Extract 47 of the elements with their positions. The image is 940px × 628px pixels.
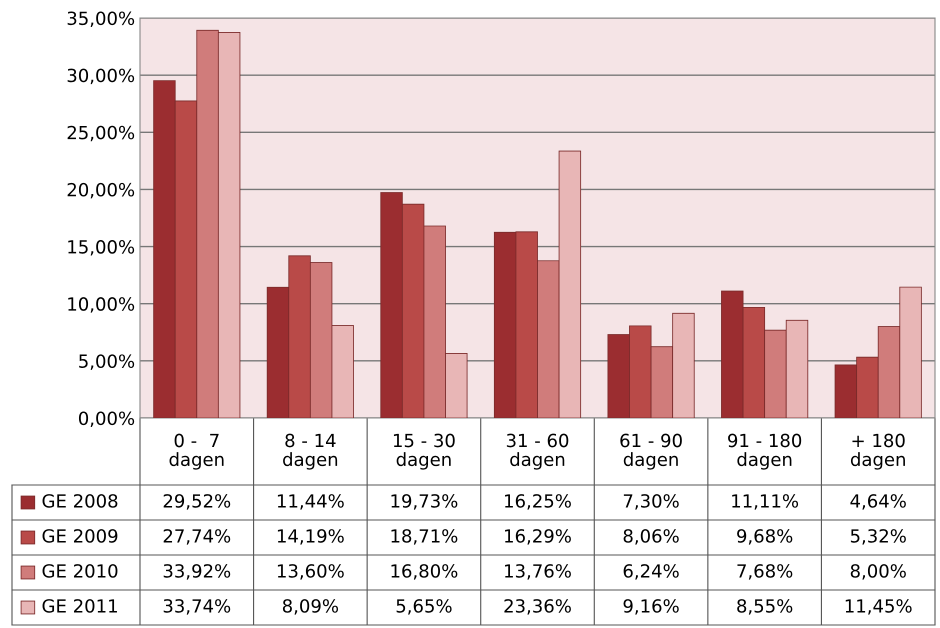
x-tick-label: 8 - 14 dagen (283, 434, 338, 470)
data-label: 19,73% (391, 494, 458, 510)
x-tick-label: 15 - 30 dagen (394, 434, 455, 470)
data-label: 9,68% (737, 529, 792, 545)
data-label: 13,60% (278, 564, 344, 580)
data-label: 16,29% (505, 529, 571, 545)
data-label: 8,06% (624, 529, 679, 545)
data-label: 13,76% (505, 564, 571, 580)
data-label: 29,52% (164, 494, 230, 510)
data-label: 11,45% (846, 599, 912, 615)
data-label: 33,74% (164, 599, 230, 615)
data-label: 33,92% (164, 564, 230, 580)
data-label: 18,71% (391, 529, 458, 545)
legend-label: GE 2008 (42, 494, 118, 508)
x-tick-label: 61 - 90 dagen (620, 434, 682, 470)
data-label: 6,24% (624, 564, 679, 580)
data-label: 8,00% (850, 564, 906, 580)
y-tick-label: 30,00% (68, 68, 134, 84)
y-tick-label: 10,00% (68, 297, 134, 313)
y-tick-label: 5,00% (79, 354, 134, 370)
data-label: 7,30% (624, 494, 679, 510)
legend-label: GE 2010 (42, 564, 118, 578)
x-tick-label: 91 - 180 dagen (728, 434, 802, 470)
data-label: 16,25% (505, 494, 571, 510)
data-label: 5,32% (850, 529, 906, 545)
data-label: 14,19% (278, 529, 344, 545)
x-tick-label: + 180 dagen (850, 434, 905, 470)
data-label: 9,16% (624, 599, 679, 615)
data-label: 23,36% (504, 599, 571, 615)
data-label: 27,74% (164, 529, 230, 545)
data-label: 16,80% (391, 564, 458, 580)
data-label: 8,09% (282, 599, 338, 615)
x-tick-label: 31 - 60 dagen (506, 434, 568, 470)
y-tick-label: 35,00% (68, 11, 134, 27)
y-tick-label: 15,00% (68, 240, 134, 256)
data-label: 4,64% (850, 494, 906, 510)
y-tick-label: 0,00% (78, 411, 134, 427)
data-label: 11,44% (278, 494, 344, 510)
y-tick-label: 25,00% (68, 126, 134, 142)
x-tick-label: 0 - 7 dagen (170, 434, 224, 470)
data-label: 5,65% (396, 599, 452, 615)
legend-label: GE 2011 (42, 599, 117, 613)
data-label: 7,68% (737, 564, 792, 580)
data-label: 11,11% (732, 494, 798, 510)
legend-label: GE 2009 (42, 529, 118, 543)
y-tick-label: 20,00% (68, 182, 134, 198)
data-label: 8,55% (737, 599, 792, 615)
